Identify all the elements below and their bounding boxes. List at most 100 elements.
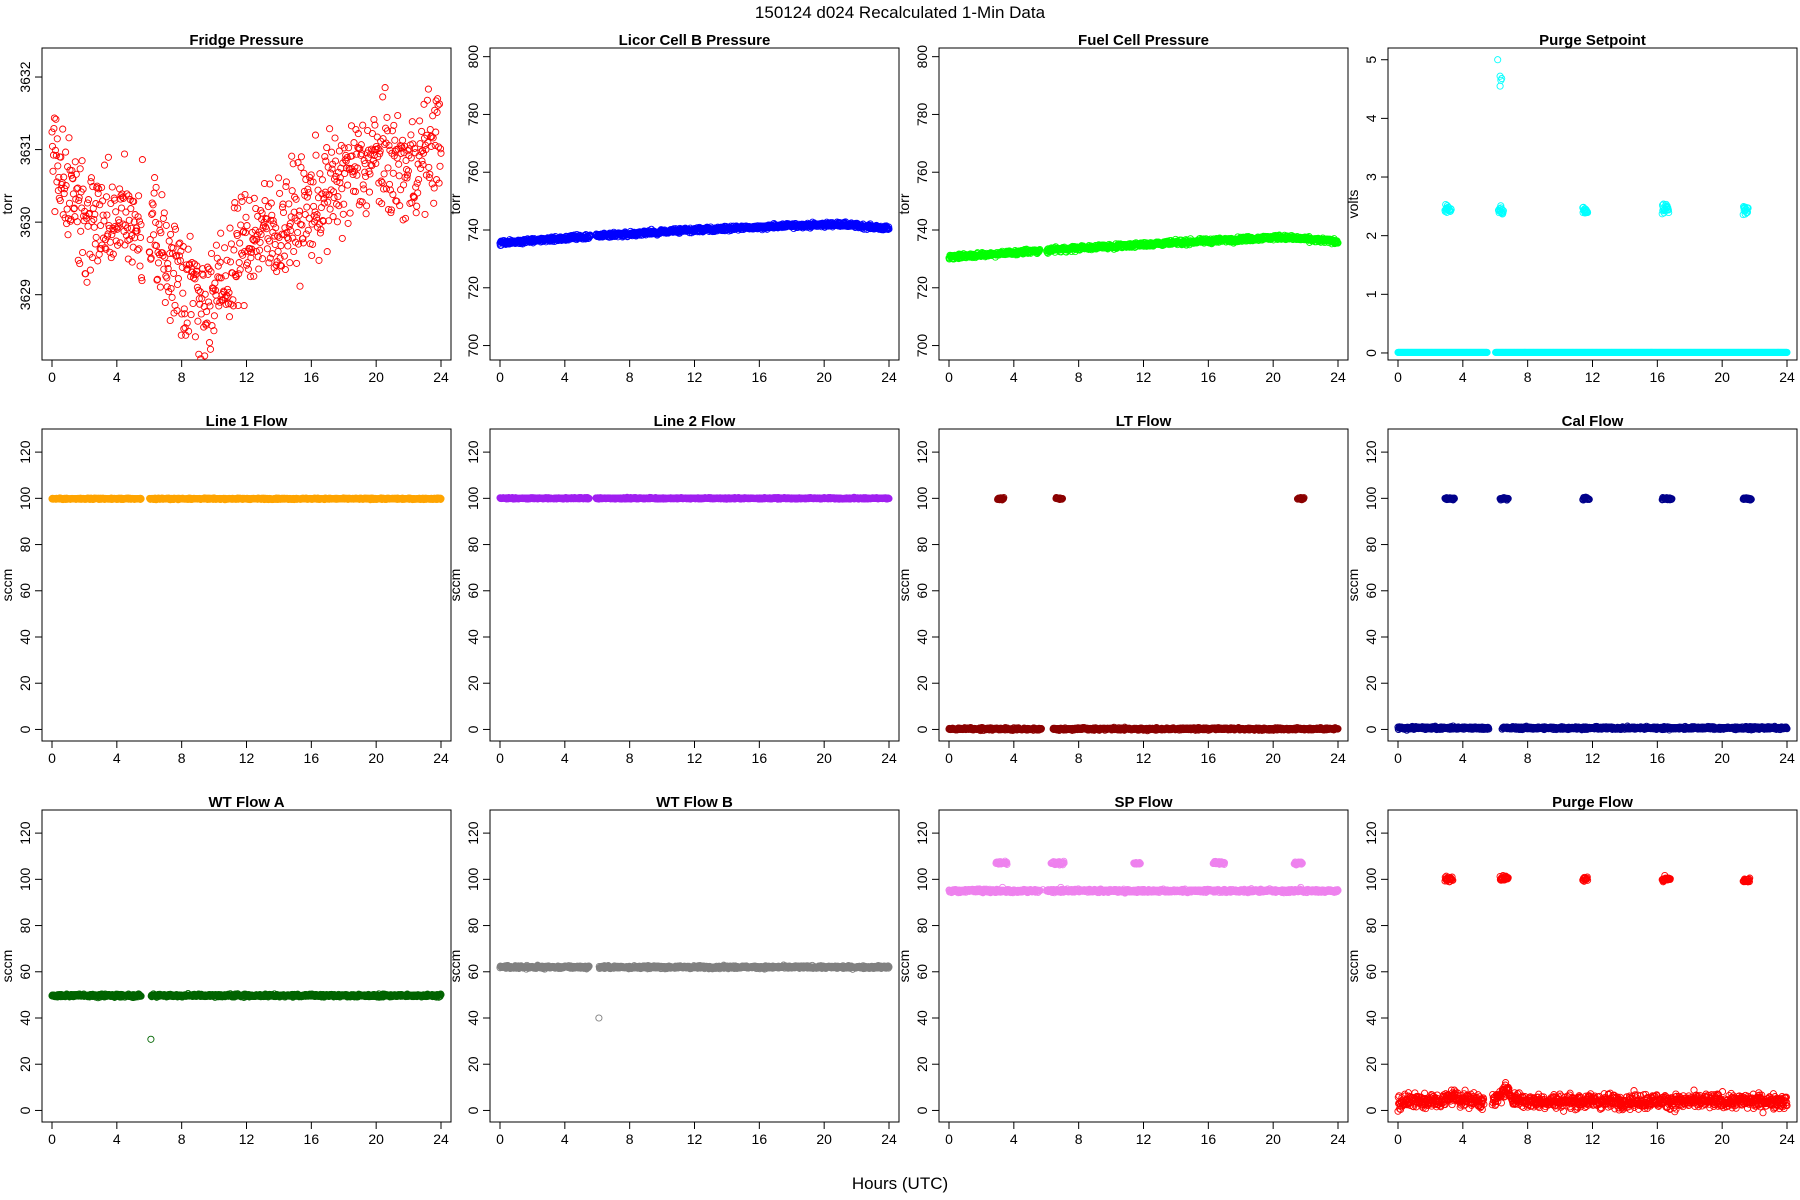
data-point — [315, 256, 323, 264]
data-point — [205, 298, 213, 306]
data-point — [344, 181, 352, 189]
data-point — [428, 180, 436, 188]
data-point — [135, 245, 143, 253]
data-point — [375, 179, 383, 187]
data-point — [394, 111, 402, 120]
data-point — [1496, 82, 1504, 90]
data-point — [154, 248, 162, 256]
data-point — [395, 172, 403, 180]
data-point — [97, 221, 105, 230]
data-point — [261, 197, 269, 205]
data-point — [307, 178, 315, 186]
data-point — [404, 147, 412, 155]
data-point — [114, 241, 122, 249]
data-point — [329, 213, 337, 221]
data-point — [1483, 348, 1491, 356]
y-tick-label: 3631 — [17, 134, 33, 165]
data-point — [318, 176, 326, 184]
data-point — [372, 142, 380, 151]
data-point — [342, 157, 350, 165]
data-point — [115, 219, 123, 227]
data-point — [283, 233, 291, 241]
x-tick-label: 12 — [1136, 369, 1152, 385]
data-point — [79, 185, 87, 193]
data-point — [100, 217, 108, 225]
data-point — [235, 259, 243, 267]
data-point — [242, 213, 250, 221]
data-point — [276, 254, 284, 262]
data-point — [60, 173, 68, 181]
y-tick-label: 1 — [1363, 290, 1379, 298]
data-point — [71, 158, 79, 166]
data-point — [168, 293, 176, 301]
data-point — [271, 240, 279, 249]
data-point — [296, 282, 304, 290]
data-point — [433, 176, 441, 184]
data-point — [407, 131, 415, 139]
data-point — [92, 200, 100, 208]
data-point — [374, 145, 382, 153]
data-point — [104, 153, 112, 161]
data-point — [1741, 210, 1749, 218]
y-tick-label: 700 — [914, 334, 930, 358]
data-point — [271, 232, 279, 240]
data-point — [170, 269, 178, 277]
data-point — [123, 224, 131, 232]
panel-title: Licor Cell B Pressure — [619, 32, 771, 49]
data-point — [209, 284, 217, 293]
x-tick-label: 8 — [1075, 369, 1083, 385]
data-point — [237, 221, 245, 229]
data-point — [370, 115, 378, 124]
data-point — [257, 230, 265, 239]
data-point — [129, 243, 137, 251]
data-point — [164, 260, 172, 268]
data-point — [63, 205, 71, 213]
data-point — [134, 246, 142, 254]
data-point — [195, 295, 203, 303]
data-point — [436, 162, 444, 170]
data-point — [214, 273, 222, 281]
data-point — [227, 240, 235, 248]
data-point — [78, 157, 86, 165]
data-point — [274, 247, 282, 255]
data-point — [235, 270, 243, 278]
data-points — [48, 494, 445, 504]
data-point — [62, 182, 70, 190]
data-point — [289, 160, 297, 168]
x-tick-label: 0 — [496, 369, 504, 385]
data-point — [206, 302, 214, 310]
data-point — [326, 205, 334, 213]
data-point — [83, 199, 92, 207]
y-tick-label: 3630 — [17, 206, 33, 237]
data-point — [275, 174, 283, 182]
data-point — [106, 238, 114, 246]
data-point — [166, 316, 174, 325]
data-point — [102, 193, 111, 201]
data-point — [285, 222, 293, 230]
data-point — [82, 270, 90, 278]
data-point — [192, 267, 200, 275]
data-point — [185, 327, 193, 335]
data-point — [403, 171, 411, 179]
data-point — [294, 228, 302, 237]
data-point — [98, 183, 106, 192]
data-point — [57, 153, 65, 161]
data-point — [223, 256, 231, 264]
data-point — [1499, 207, 1507, 215]
data-point — [90, 223, 98, 231]
y-axis-label: volts — [1345, 190, 1361, 219]
data-point — [167, 284, 175, 293]
data-point — [436, 145, 445, 153]
data-point — [419, 161, 427, 169]
data-point — [109, 250, 117, 258]
data-point — [158, 191, 166, 199]
data-point — [280, 252, 288, 260]
data-point — [178, 263, 186, 271]
data-point — [286, 259, 294, 267]
data-point — [345, 144, 353, 152]
data-point — [164, 265, 172, 273]
data-point — [239, 251, 247, 259]
data-point — [353, 171, 361, 179]
